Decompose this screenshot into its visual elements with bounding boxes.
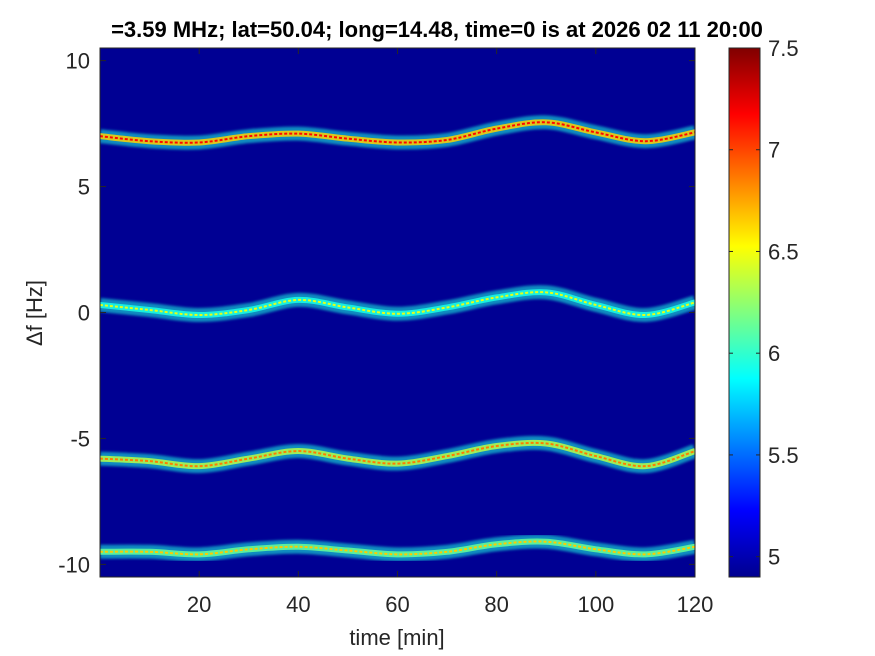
colorbar-tick-label: 7.5 [768, 36, 799, 61]
trace-core-1 [100, 291, 695, 317]
y-tick-label: -10 [58, 552, 90, 577]
y-tick-label: 10 [66, 49, 90, 74]
x-tick-label: 120 [677, 592, 714, 617]
colorbar-tick-label: 7 [768, 138, 780, 163]
colorbar-ticks: 5 5.5 6 6.5 7 7.5 [729, 36, 799, 570]
y-tick-label: 0 [78, 301, 90, 326]
trace-layer [100, 115, 695, 562]
trace-core-2 [100, 441, 695, 468]
trace-core-3 [100, 540, 695, 556]
x-tick-label: 80 [484, 592, 508, 617]
y-axis-label: Δf [Hz] [22, 280, 47, 346]
trace-core-0 [100, 121, 695, 144]
colorbar-tick-label: 5 [768, 545, 780, 570]
chart-title: =3.59 MHz; lat=50.04; long=14.48, time=0… [111, 17, 763, 42]
colorbar [728, 47, 761, 578]
x-tick-label: 20 [187, 592, 211, 617]
y-tick-label: -5 [70, 426, 90, 451]
colorbar-tick-label: 6.5 [768, 239, 799, 264]
colorbar-tick-label: 6 [768, 341, 780, 366]
x-tick-label: 100 [577, 592, 614, 617]
y-axis-ticks: 10 5 0 -5 -10 [58, 49, 695, 577]
x-tick-label: 60 [385, 592, 409, 617]
y-tick-label: 5 [78, 175, 90, 200]
x-axis-label: time [min] [349, 625, 444, 650]
colorbar-tick-label: 5.5 [768, 443, 799, 468]
x-tick-label: 40 [286, 592, 310, 617]
x-axis-ticks: 20 40 60 80 100 120 [187, 48, 713, 617]
